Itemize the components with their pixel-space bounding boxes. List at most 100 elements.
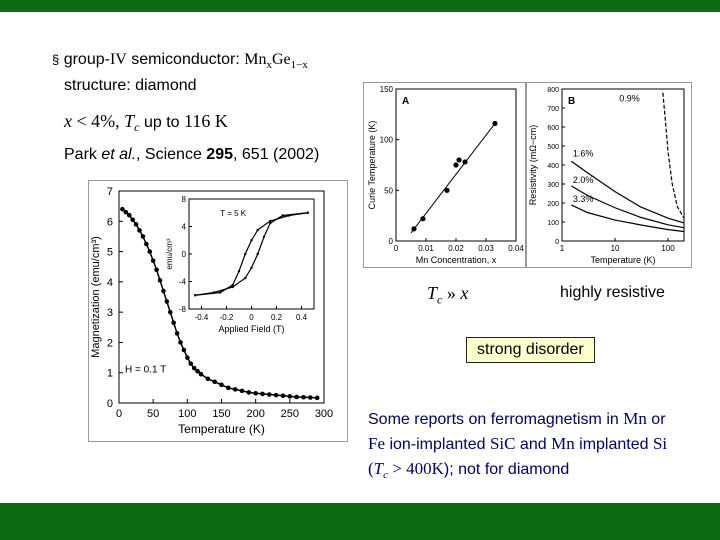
- formula-mn: Mn: [244, 51, 267, 68]
- reports-si: Si: [652, 434, 668, 453]
- inset-x-tick-label: 0.4: [296, 313, 308, 322]
- magnetization-figure: 0 50 100 150 200 250 300 0 1 2 3 4 5 6 7 Temperature (K…: [88, 180, 348, 442]
- inset-loop-branch: [195, 212, 308, 296]
- mag-x-tick-label: 100: [178, 408, 196, 420]
- inset-point: [306, 211, 309, 214]
- curie-point: [411, 226, 417, 232]
- x-var: x: [64, 111, 72, 131]
- inset-x-tick-label: -0.2: [220, 313, 234, 322]
- res-x-tick-label: 10: [611, 244, 620, 253]
- strong-disorder-box: strong disorder: [466, 337, 595, 363]
- inset-y-tick-label: -4: [179, 278, 187, 287]
- inset-point: [219, 291, 222, 294]
- inset-y-label: emu/cm³: [165, 238, 174, 269]
- inset-temp-label: T = 5 K: [220, 209, 247, 218]
- curie-x-tick-label: 0.03: [478, 244, 494, 253]
- res-y-tick-label: 600: [547, 125, 559, 132]
- title-line: § group-IV semiconductor: MnxGe1−x: [52, 50, 308, 75]
- citation-etal: et al.: [101, 146, 137, 163]
- inset-point: [194, 294, 197, 297]
- mag-point: [137, 228, 142, 233]
- curie-point: [462, 159, 468, 165]
- res-x-tick-label: 100: [661, 244, 675, 253]
- mag-y-tick-label: 6: [107, 216, 113, 228]
- mag-point: [219, 382, 224, 388]
- reports-p2: or: [646, 411, 666, 428]
- curie-x-tick-label: 0: [394, 244, 399, 253]
- structure-line: structure: diamond: [64, 77, 197, 94]
- reports-p5: implanted: [574, 436, 653, 453]
- res-y-tick-label: 500: [547, 144, 559, 151]
- mag-point: [294, 394, 299, 400]
- res-y-tick-label: 800: [547, 87, 559, 94]
- tc-rel-x: x: [460, 283, 469, 303]
- res-series-label: 2.0%: [573, 175, 594, 185]
- reports-text: Some reports on ferromagnetism in Mn or …: [368, 407, 713, 487]
- mag-point: [120, 206, 125, 212]
- mag-point: [301, 394, 306, 400]
- reports-p6: ); not for diamond: [443, 461, 570, 478]
- resistivity-figure: B 1 10 100 0 100 200 300 400 500 600 700 800 Temperat…: [525, 82, 692, 268]
- inset-point: [244, 276, 247, 280]
- inset-point: [269, 221, 272, 225]
- curie-point: [444, 187, 450, 193]
- mag-point: [164, 299, 170, 304]
- curie-x-tick-label: 0.01: [418, 244, 434, 253]
- mag-point: [185, 355, 190, 360]
- mag-point: [123, 209, 129, 215]
- mag-point: [181, 347, 187, 353]
- res-series-line: [570, 160, 685, 224]
- mag-point: [144, 241, 149, 247]
- mag-point: [267, 392, 272, 397]
- mag-point: [140, 234, 146, 239]
- mag-y-tick-label: 4: [107, 277, 113, 289]
- inset-point: [250, 266, 253, 269]
- curie-x-label: Mn Concentration, x: [416, 255, 497, 265]
- mag-point: [188, 361, 194, 366]
- curie-y-tick-label: 100: [380, 136, 394, 145]
- res-y-tick-label: 200: [547, 201, 559, 208]
- reports-gt: > 400K: [388, 459, 444, 478]
- curie-y-tick-label: 150: [380, 85, 394, 94]
- mag-point: [253, 391, 258, 396]
- citation-author: Park: [64, 146, 102, 163]
- inset-point: [256, 252, 259, 256]
- reports-p1: Some reports on ferromagnetism in: [368, 411, 624, 428]
- inset-x-tick-label: -0.4: [195, 313, 209, 322]
- res-y-tick-label: 400: [547, 163, 559, 170]
- mag-point: [246, 390, 252, 395]
- mag-x-tick-label: 50: [147, 408, 159, 420]
- res-series-line: [571, 204, 685, 233]
- citation-journal: , Science: [136, 146, 207, 163]
- citation-pages: , 651 (2002): [233, 146, 320, 163]
- mag-point: [260, 391, 265, 397]
- mag-y-tick-label: 7: [107, 186, 113, 198]
- res-y-tick-label: 700: [547, 106, 559, 113]
- mag-point: [167, 309, 173, 315]
- mag-point: [195, 368, 200, 374]
- res-y-label: Resistivity (mΩ−cm): [528, 125, 538, 205]
- mag-point: [171, 320, 176, 326]
- mag-point: [212, 379, 217, 385]
- res-y-tick-label: 0: [555, 239, 559, 246]
- mag-point: [198, 371, 204, 377]
- formula-1mx: 1−x: [290, 59, 308, 72]
- res-series-label: 0.9%: [619, 93, 640, 103]
- mag-x-tick-label: 150: [212, 408, 230, 420]
- mag-y-tick-label: 0: [107, 398, 113, 410]
- inset-point: [256, 228, 259, 232]
- mag-x-tick-label: 250: [281, 408, 299, 420]
- inset-x-tick-label: 0: [249, 313, 254, 322]
- res-x-label: Temperature (K): [590, 255, 655, 265]
- inset-y-tick-label: 8: [182, 195, 187, 204]
- res-series-label: 3.3%: [573, 194, 594, 204]
- mag-x-tick-label: 200: [246, 408, 264, 420]
- mag-point: [232, 387, 238, 392]
- mag-x-tick-label: 0: [116, 408, 122, 420]
- mag-point: [205, 376, 211, 382]
- inset-point: [262, 235, 266, 239]
- mag-point: [154, 267, 159, 273]
- mag-x-label: Temperature (K): [178, 422, 265, 436]
- mag-y-tick-label: 5: [107, 247, 113, 259]
- mag-point: [273, 392, 279, 398]
